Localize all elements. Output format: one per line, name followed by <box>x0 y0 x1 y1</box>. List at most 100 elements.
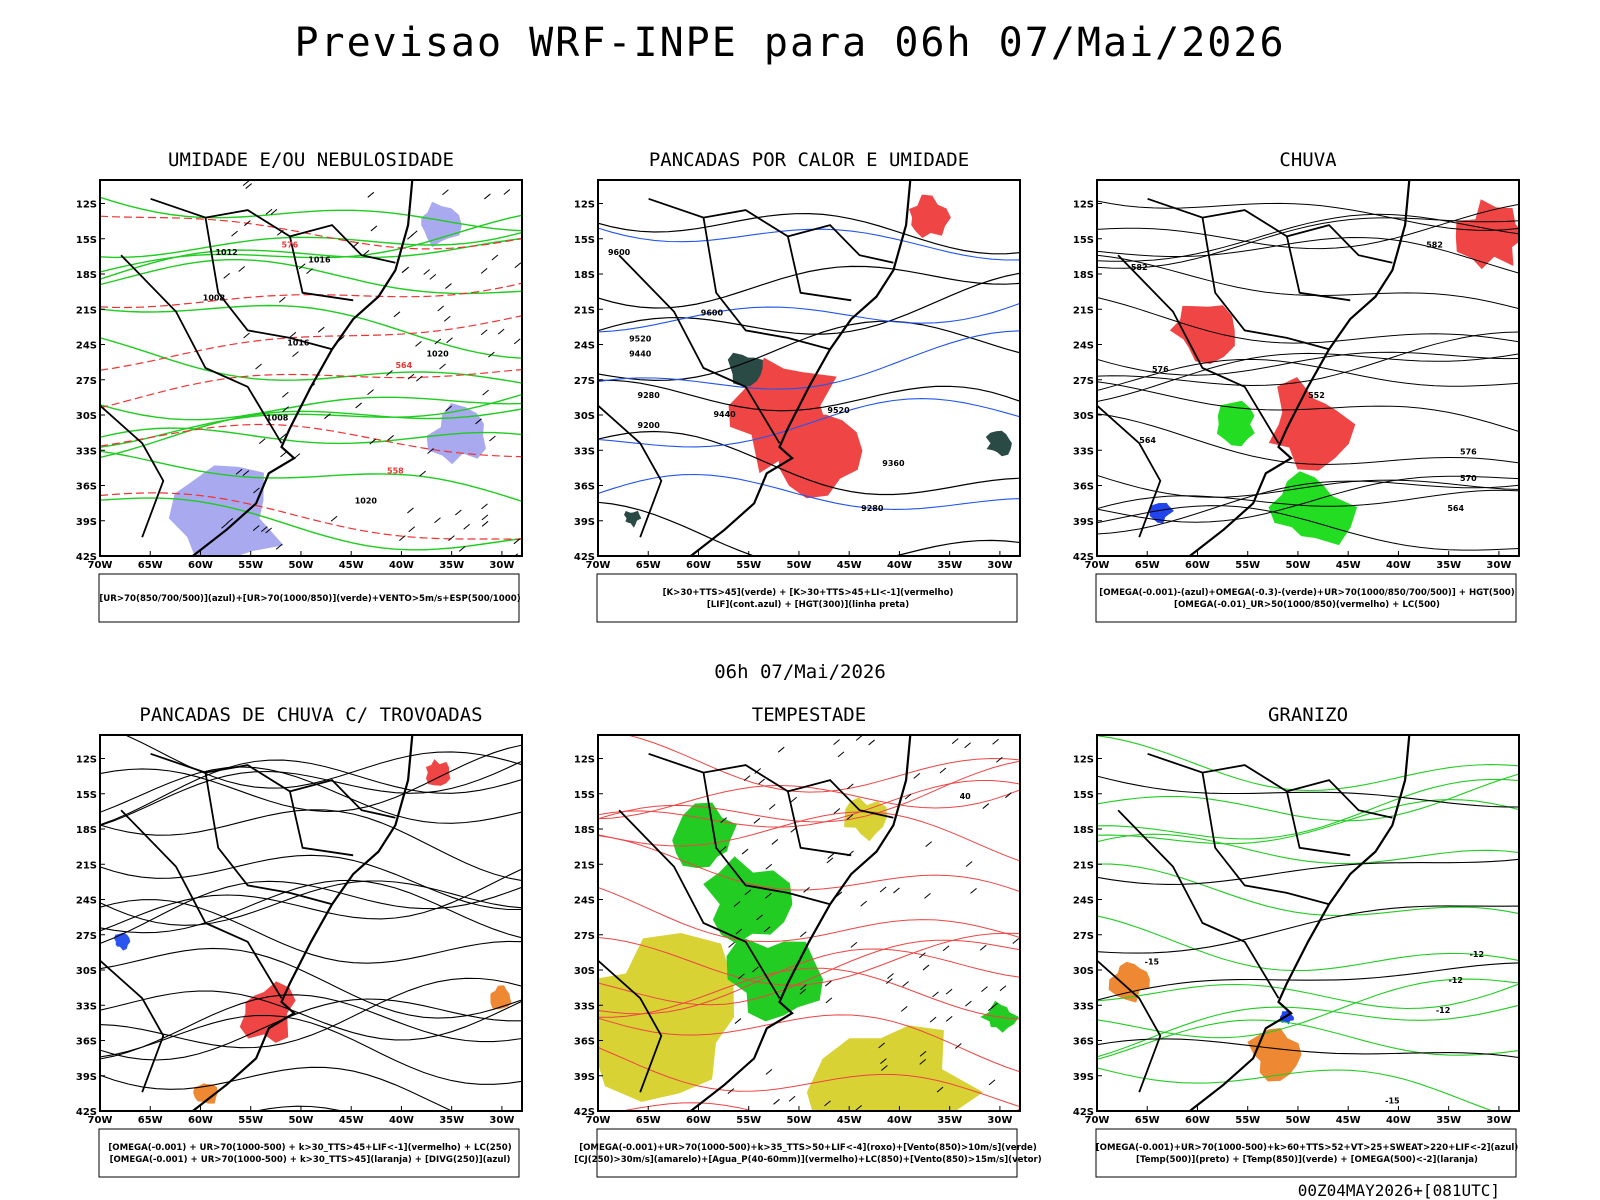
map-content: 582 576 576 570 564 552 582 564 <box>1097 180 1519 556</box>
lat-label: 27S <box>76 931 97 942</box>
lat-label: 30S <box>574 966 595 977</box>
wind-vector <box>719 846 727 852</box>
contour-label: 9280 <box>638 391 661 400</box>
lon-label: 50W <box>786 560 811 571</box>
contour-line <box>100 427 522 445</box>
contour-line <box>1097 413 1519 466</box>
lat-label: 12S <box>1073 200 1094 211</box>
wind-vector <box>416 375 423 382</box>
map-panel: PANCADAS DE CHUVA C/ TROVOADAS 12S 15S 18S 2… <box>76 704 523 1178</box>
contour-label: 9440 <box>629 350 652 359</box>
border-line <box>1201 772 1330 906</box>
lon-label: 70W <box>1085 560 1110 571</box>
wind-vector <box>298 263 306 270</box>
lat-label: 15S <box>1073 790 1094 801</box>
wind-vector <box>434 338 442 345</box>
shaded-area <box>1268 377 1356 471</box>
contour-line <box>100 990 522 1041</box>
contour-label: 40 <box>960 792 972 801</box>
wind-vector <box>765 1068 773 1075</box>
lat-label: 30S <box>1073 411 1094 422</box>
shaded-area <box>425 759 451 786</box>
wind-vector <box>720 817 728 824</box>
contour-label: -12 <box>1470 950 1484 959</box>
contour-line <box>100 899 522 964</box>
map-panel: CHUVA 582 576 576 570 564 552 582 564 12S 15S 18S 21… <box>1073 149 1520 623</box>
lat-label: 30S <box>1073 966 1094 977</box>
wind-vector <box>799 931 807 938</box>
contour-line <box>1097 474 1519 498</box>
lon-label: 55W <box>238 1115 263 1126</box>
lon-label: 35W <box>937 560 962 571</box>
lat-label: 36S <box>1073 1037 1094 1048</box>
wind-vector <box>1005 792 1012 799</box>
lon-label: 40W <box>389 1115 414 1126</box>
contour-line <box>100 998 522 1061</box>
lon-label: 40W <box>1386 1115 1411 1126</box>
legend-box <box>98 573 520 623</box>
contour-line <box>100 196 522 232</box>
wind-vector <box>484 193 491 200</box>
map-content: -12 -15 -12 -12 -15 <box>1097 735 1519 1111</box>
contour-line <box>100 304 522 359</box>
wind-vector <box>771 839 779 845</box>
lat-label: 36S <box>1073 482 1094 493</box>
legend-text: [OMEGA(-0.001)+UR>70(1000-500)+k>60+TTS>… <box>1096 1143 1519 1153</box>
contour-label: 564 <box>1447 504 1464 513</box>
wind-vector <box>245 183 252 189</box>
contour-line <box>100 766 522 824</box>
wind-vector <box>799 988 807 995</box>
lon-label: 35W <box>1436 560 1461 571</box>
shaded-area <box>909 194 951 238</box>
shaded-area <box>1169 305 1235 364</box>
contour-label: -15 <box>1145 957 1160 966</box>
lon-label: 30W <box>489 560 514 571</box>
contour-line <box>598 1047 1020 1108</box>
wind-vector <box>913 773 921 779</box>
lat-label: 12S <box>574 200 595 211</box>
lat-label: 18S <box>574 825 595 836</box>
wind-vector <box>278 296 286 303</box>
legend-text: [OMEGA(-0.001)-(azul)+OMEGA(-0.3)-(verde… <box>1099 588 1514 598</box>
contour-label: 9600 <box>608 248 631 257</box>
wind-vector <box>777 746 785 753</box>
map-frame <box>1096 179 1520 557</box>
lat-label: 21S <box>1073 305 1094 316</box>
wind-vector <box>880 1058 887 1064</box>
contour-label: 1012 <box>215 248 237 257</box>
wind-vector <box>393 311 401 318</box>
legend-text: [OMEGA(-0.001) + UR>70(1000-500) + k>30_… <box>108 1143 511 1153</box>
contour-line <box>100 854 522 911</box>
contour-line <box>100 880 522 926</box>
wind-vector <box>355 402 362 409</box>
contour-line <box>100 994 522 1060</box>
wind-vector <box>825 997 833 1004</box>
lon-label: 60W <box>188 560 213 571</box>
legend-text: [LIF](cont.azul) + [HGT(300)](linha pret… <box>707 600 909 610</box>
wind-vector <box>491 254 499 261</box>
wind-vector <box>833 739 840 746</box>
lat-label: 30S <box>76 411 97 422</box>
contour-line <box>1097 489 1519 510</box>
wind-vector <box>1012 938 1020 944</box>
contour-label: 1008 <box>203 293 226 302</box>
panel-title: UMIDADE E/OU NEBULOSIDADE <box>168 149 454 171</box>
lat-label: 42S <box>574 1107 595 1118</box>
wind-vector <box>260 526 268 533</box>
lat-label: 36S <box>574 482 595 493</box>
wind-vector <box>970 888 977 894</box>
contour-line <box>100 868 522 932</box>
wind-vector <box>415 340 422 347</box>
wind-vector <box>410 230 418 237</box>
lat-label: 39S <box>76 1072 97 1083</box>
lat-label: 42S <box>1073 552 1094 563</box>
wind-vector <box>826 857 834 864</box>
wind-vector <box>317 326 325 333</box>
contour-line <box>1097 352 1519 402</box>
lat-label: 18S <box>1073 270 1094 281</box>
lat-label: 27S <box>574 376 595 387</box>
contour-line <box>598 272 1020 335</box>
map-content: 9600 9600 9520 9440 9360 9280 9200 9520 9440 9280 <box>598 180 1020 556</box>
map-panel: PANCADAS POR CALOR E UMIDADE 9600 9600 9520… <box>574 149 1021 623</box>
shaded-area <box>1149 503 1174 524</box>
